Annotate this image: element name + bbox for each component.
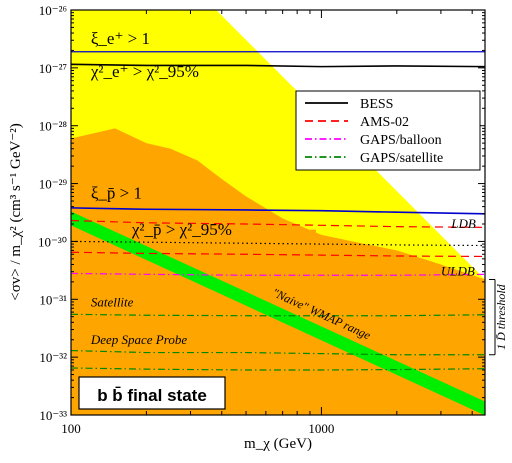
y-tick-label: 10⁻³³ — [39, 408, 67, 423]
legend-entries: BESS AMS-02 GAPS/balloon GAPS/satellite — [305, 97, 443, 166]
excluded-region-speckles — [161, 175, 316, 239]
annotation-0: ξ_e⁺ > 1 — [91, 29, 150, 48]
excluded-speckle — [254, 217, 261, 224]
legend-label: GAPS/balloon — [360, 133, 442, 148]
excluded-speckle — [236, 221, 243, 228]
annotation-7: Deep Space Probe — [90, 332, 187, 347]
x-axis: 100 1000 — [61, 10, 473, 436]
annotation-3: χ²_p̄ > χ²_95% — [131, 220, 232, 239]
series-line-6 — [71, 313, 485, 317]
series-line-3 — [71, 240, 485, 247]
final-state-box: b b̄ final state — [78, 376, 226, 410]
plot-area — [71, 10, 485, 415]
series-line-8 — [71, 367, 485, 371]
excluded-speckle — [297, 232, 304, 239]
final-state-label: b b̄ final state — [97, 386, 207, 405]
threshold-label: 1 D̄ threshold — [494, 283, 508, 350]
series-line-5 — [71, 272, 485, 276]
annotation-4: LDB — [450, 216, 476, 231]
excluded-speckle — [186, 181, 193, 188]
excluded-speckle — [309, 229, 316, 236]
annotation-1: χ²_e⁺ > χ²_95% — [90, 62, 199, 81]
legend-label: AMS-02 — [360, 115, 409, 130]
legend-label: BESS — [360, 97, 393, 112]
annotation-2: ξ_p̄ > 1 — [91, 184, 142, 203]
x-tick-label: 1000 — [308, 421, 334, 436]
y-tick-label: 10⁻²⁶ — [39, 3, 67, 18]
excluded-speckle — [269, 226, 276, 233]
series-line-1 — [71, 207, 485, 215]
annotation-6: Satellite — [91, 295, 134, 310]
excluded-speckle — [282, 229, 289, 236]
excluded-speckle — [227, 209, 234, 216]
excluded-speckle — [213, 203, 220, 210]
y-tick-label: 10⁻³¹ — [39, 292, 67, 307]
legend: BESS AMS-02 GAPS/balloon GAPS/satellite — [295, 90, 481, 171]
wmap-band — [71, 211, 485, 415]
y-tick-label: 10⁻²⁷ — [39, 61, 67, 76]
excluded-speckle — [200, 196, 207, 203]
series-line-4 — [71, 251, 485, 258]
plot-frame — [70, 9, 486, 416]
x-axis-label: m_χ (GeV) — [244, 436, 312, 452]
series-line-0 — [71, 63, 485, 68]
excluded-speckle — [161, 175, 168, 182]
excluded-speckle — [174, 189, 181, 196]
series-line-2 — [71, 219, 485, 228]
annotation-5: ULDB — [441, 263, 475, 278]
y-tick-label: 10⁻²⁹ — [39, 177, 68, 192]
y-tick-label: 10⁻³⁰ — [38, 234, 67, 249]
y-axis-label: <σv> / m_χ² (cm³ s⁻¹ GeV⁻²) — [8, 123, 24, 301]
series-lines — [71, 63, 485, 371]
x-tick-label: 100 — [61, 421, 81, 436]
excluded-region — [71, 128, 485, 415]
y-tick-label: 10⁻²⁸ — [39, 119, 68, 134]
final-state-frame — [78, 376, 226, 410]
legend-box — [295, 90, 481, 171]
threshold-bracket: 1 D̄ threshold — [489, 278, 508, 356]
y-tick-label: 10⁻³² — [39, 350, 67, 365]
series-line-7 — [71, 349, 485, 356]
legend-label: GAPS/satellite — [360, 151, 443, 166]
y-axis: 10⁻³³ 10⁻³² 10⁻³¹ 10⁻³⁰ 10⁻²⁹ 10⁻²⁸ 10⁻²⁷ 10⁻²⁶ — [38, 3, 485, 423]
